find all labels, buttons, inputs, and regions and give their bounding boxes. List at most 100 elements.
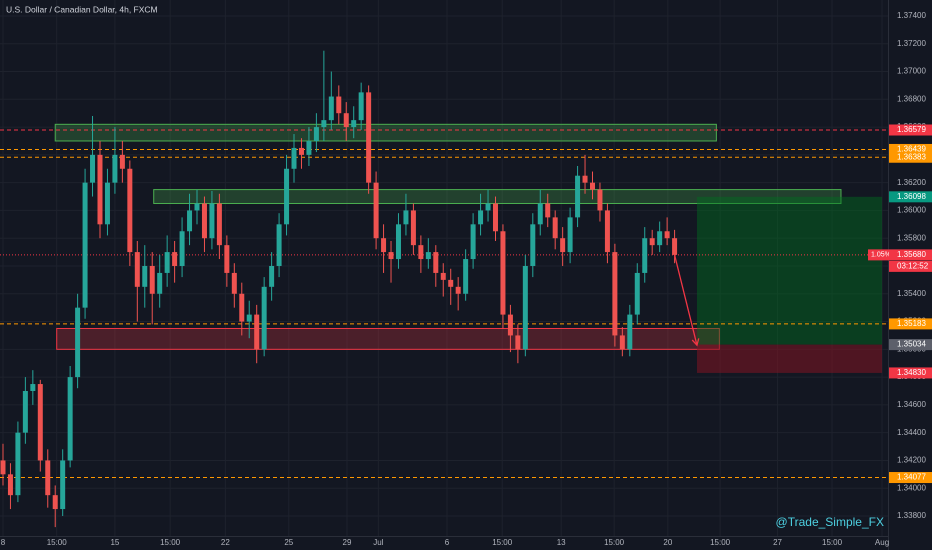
x-tick-label: 15:00 [492,538,513,547]
chart-title: U.S. Dollar / Canadian Dollar, 4h, FXCM [6,4,158,14]
y-tick-label: 1.34200 [897,456,926,465]
candle-body [45,460,51,496]
candle-body [172,252,178,266]
current-price-label-box [889,249,932,261]
candle-body [112,154,118,183]
candle-body [418,245,424,260]
change-box [868,249,889,261]
candle-body [552,217,558,239]
candle-body [433,252,439,273]
countdown-label: 03:12:52 [897,261,929,270]
candle-body [381,238,387,253]
candle-body [537,203,543,225]
level-label-box [889,318,932,330]
candle-body [284,168,290,225]
candle-body [164,252,170,273]
candle-body [82,182,88,308]
y-tick-label: 1.37200 [897,39,926,48]
x-tick-label: 15:00 [604,538,625,547]
levels [0,129,888,479]
overlay [673,254,700,347]
level-label-box [889,191,932,203]
x-tick-label: 15:00 [822,538,843,547]
candle-body [142,265,148,287]
candle-body [343,113,349,128]
candle-body [455,286,461,294]
candle-body [67,377,73,461]
candle-body [530,224,536,266]
candle-body [157,272,163,294]
zone [696,344,883,373]
candle-body [567,217,573,253]
arrow-head [691,338,700,347]
candle-body [478,210,484,225]
candle-body [597,189,603,211]
candle-body [127,168,133,253]
candle-body [500,231,506,315]
level-label-box [889,472,932,484]
candle-body [104,182,110,225]
candle-body [22,390,28,433]
level-label: 1.34077 [897,473,926,482]
candle-body [209,203,215,239]
candle-body [328,96,334,121]
candle-body [395,224,401,260]
candle-body [634,272,640,315]
candle-body [507,314,513,336]
x-tick-label: 13 [557,538,566,547]
candle-body [545,203,551,218]
arrow-line [673,254,698,346]
candle-body [366,92,372,183]
candle-body [612,252,618,336]
candle-body [0,460,6,475]
y-tick-label: 1.33800 [897,511,926,520]
x-tick-label: 25 [284,538,293,547]
zone [56,327,720,350]
candle-body [90,154,96,183]
candle-body [291,147,297,169]
level-label: 1.36383 [897,152,926,161]
candle-body [575,175,581,218]
candle-body [604,210,610,253]
x-tick-label: 27 [773,538,782,547]
level-label-box [889,367,932,379]
candle-body [149,265,155,294]
level-label-box [889,339,932,351]
candle-body [276,224,282,266]
candle-body [440,272,446,280]
candle-body [425,252,431,260]
candle-body [187,210,193,232]
candle-body [657,231,663,246]
level-label: 1.35183 [897,319,926,328]
y-tick-label: 1.34400 [897,428,926,437]
zone [153,189,842,204]
candle-body [298,147,304,155]
level-label-box [889,151,932,163]
candle-body [119,154,125,169]
y-tick-label: 1.36200 [897,178,926,187]
candle-body [485,203,491,211]
candle-body [313,127,319,141]
candle-body [321,120,327,128]
candle-body [463,259,469,294]
candle-body [194,203,200,211]
candle-body [201,203,207,239]
x-tick-label: 29 [343,538,352,547]
level-label: 1.35034 [897,340,926,349]
candle-body [589,182,595,190]
candle-body [336,96,342,114]
candle-body [403,210,409,225]
candle-body [351,120,357,128]
x-tick-label: 22 [221,538,230,547]
level-label: 1.34830 [897,368,926,377]
y-tick-label: 1.37000 [897,67,926,76]
candle-body [52,495,58,510]
level-label: 1.36439 [897,145,926,154]
candle-body [239,293,245,322]
candle-body [492,203,498,232]
countdown-box [889,260,932,272]
candle-body [60,460,66,510]
zone [54,123,717,142]
candle-body [224,245,230,273]
